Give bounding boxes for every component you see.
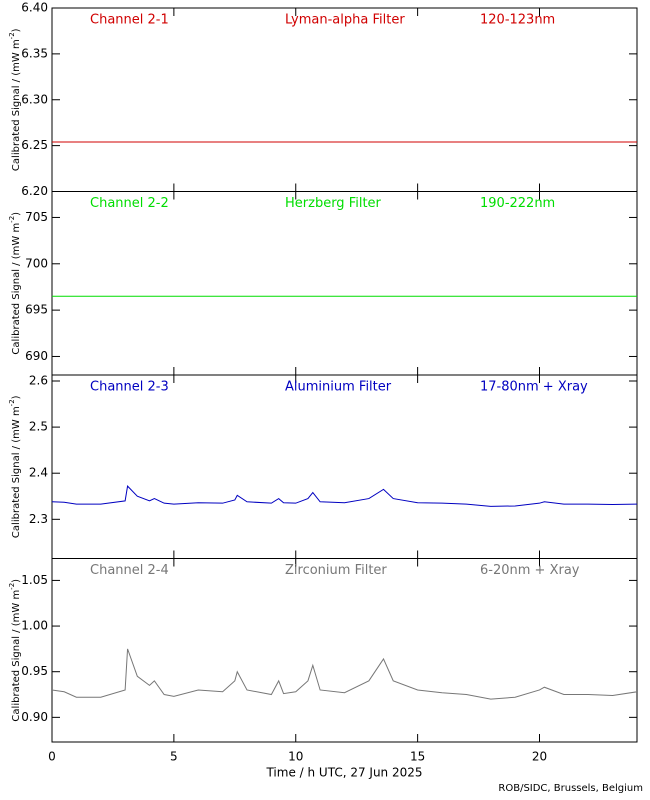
panel-channel: Channel 2-2 — [90, 196, 169, 211]
x-axis-title: Time / h UTC, 27 Jun 2025 — [265, 766, 422, 780]
y-axis-title-text: Calibrated Signal / (mW m — [11, 223, 22, 355]
x-tick-label: 10 — [288, 750, 303, 764]
panel-filter: Herzberg Filter — [285, 196, 382, 211]
y-axis-title-end: ) — [11, 212, 22, 216]
y-axis-title-text: Calibrated Signal / (mW m — [11, 590, 22, 722]
y-axis-title-sup: -2 — [8, 32, 16, 39]
data-line — [51, 648, 638, 700]
y-axis-title-sup: -2 — [8, 583, 16, 590]
y-tick-label: 6.20 — [21, 184, 48, 198]
y-tick-label: 2.6 — [29, 373, 48, 387]
panel-frame — [51, 191, 638, 376]
y-axis-title: Calibrated Signal / (mW m-2) — [8, 212, 22, 355]
data-line — [51, 485, 638, 507]
y-tick-label: 695 — [25, 303, 48, 317]
panel-band: 190-222nm — [480, 196, 555, 211]
y-tick-label: 6.25 — [21, 138, 48, 152]
y-tick-label: 6.40 — [21, 1, 48, 15]
y-tick-label: 705 — [25, 210, 48, 224]
panel-band: 120-123nm — [480, 13, 555, 28]
panel-filter: Zirconium Filter — [285, 563, 387, 578]
panel-frame — [51, 7, 638, 192]
y-axis-title-end: ) — [11, 579, 22, 583]
y-axis-title-sup: -2 — [8, 216, 16, 223]
y-tick-label: 0.90 — [21, 710, 48, 724]
y-axis-title-end: ) — [11, 28, 22, 32]
y-tick-label: 6.35 — [21, 46, 48, 60]
y-axis-title-text: Calibrated Signal / (mW m — [11, 406, 22, 538]
panel-channel: Channel 2-1 — [90, 13, 169, 28]
y-tick-label: 2.4 — [29, 466, 48, 480]
y-tick-label: 6.30 — [21, 92, 48, 106]
panel-frame — [51, 558, 638, 743]
y-tick-label: 700 — [25, 256, 48, 270]
y-axis-title-text: Calibrated Signal / (mW m — [11, 39, 22, 171]
x-tick-label: 15 — [410, 750, 425, 764]
y-tick-label: 1.00 — [21, 619, 48, 633]
y-axis-title-end: ) — [11, 395, 22, 399]
y-tick-label: 2.3 — [29, 512, 48, 526]
panel-frame — [51, 374, 638, 559]
panel-channel: Channel 2-3 — [90, 380, 169, 395]
panel-channel: Channel 2-4 — [90, 563, 169, 578]
x-tick-label: 5 — [170, 750, 178, 764]
y-tick-label: 1.05 — [21, 573, 48, 587]
x-tick-label: 20 — [532, 750, 547, 764]
footer: ROB/SIDC, Brussels, Belgium — [498, 783, 643, 794]
y-tick-label: 690 — [25, 349, 48, 363]
y-axis-title: Calibrated Signal / (mW m-2) — [8, 579, 22, 722]
y-tick-label: 0.95 — [21, 664, 48, 678]
y-axis-title-sup: -2 — [8, 399, 16, 406]
y-tick-label: 2.5 — [29, 420, 48, 434]
panel-band: 17-80nm + Xray — [480, 380, 588, 395]
y-axis-title: Calibrated Signal / (mW m-2) — [8, 28, 22, 171]
y-axis-title: Calibrated Signal / (mW m-2) — [8, 395, 22, 538]
panel-filter: Aluminium Filter — [285, 380, 392, 395]
panel-band: 6-20nm + Xray — [480, 563, 580, 578]
x-tick-label: 0 — [48, 750, 56, 764]
panel-filter: Lyman-alpha Filter — [285, 13, 405, 28]
